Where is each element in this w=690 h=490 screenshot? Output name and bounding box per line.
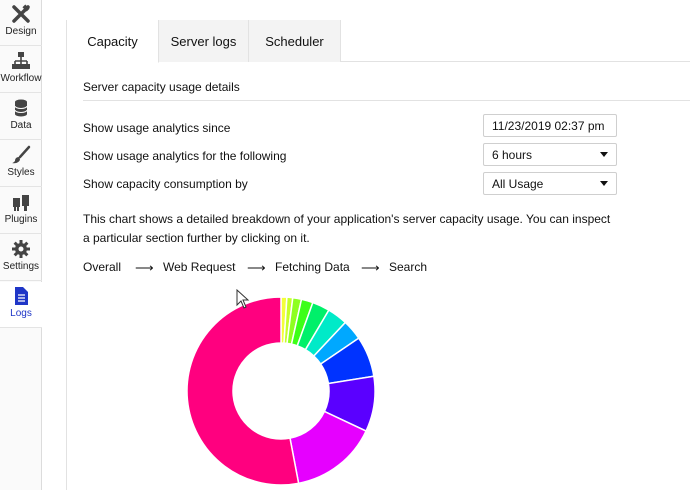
- tab-bar: Capacity Server logs Scheduler: [67, 20, 690, 63]
- chevron-down-icon: [600, 181, 608, 186]
- since-date-input[interactable]: 11/23/2019 02:37 pm: [483, 114, 617, 137]
- breadcrumb-item-web-request[interactable]: Web Request: [163, 260, 236, 274]
- divider: [83, 100, 690, 101]
- since-label: Show usage analytics since: [83, 121, 231, 135]
- sidebar-item-workflow[interactable]: Workflow: [0, 47, 42, 93]
- sidebar-item-logs[interactable]: Logs: [0, 282, 42, 328]
- chevron-down-icon: [600, 152, 608, 157]
- workflow-icon: [11, 51, 31, 71]
- breadcrumb-item-search[interactable]: Search: [389, 260, 428, 274]
- period-label: Show usage analytics for the following: [83, 149, 287, 163]
- gear-icon: [11, 239, 31, 259]
- sidebar-item-styles[interactable]: Styles: [0, 141, 42, 187]
- consumption-select[interactable]: All Usage: [483, 172, 617, 195]
- consumption-select-value: All Usage: [492, 176, 544, 191]
- breadcrumb-item-fetching-data[interactable]: Fetching Data: [275, 260, 350, 274]
- brush-icon: [11, 145, 31, 165]
- sidebar-item-label: Workflow: [0, 73, 42, 84]
- donut-svg: [186, 296, 376, 486]
- capacity-panel: Capacity Server logs Scheduler Server ca…: [66, 20, 690, 490]
- donut-slice[interactable]: [186, 296, 300, 486]
- sidebar: Design Workflow Data Styles Plugins Sett…: [0, 0, 42, 490]
- sidebar-item-label: Logs: [10, 308, 32, 319]
- breadcrumb-separator: ⟶: [361, 260, 380, 275]
- sidebar-item-label: Styles: [7, 167, 35, 178]
- sidebar-item-settings[interactable]: Settings: [0, 235, 42, 281]
- tab-server-logs[interactable]: Server logs: [159, 20, 249, 62]
- breadcrumb-separator: ⟶: [247, 260, 266, 275]
- sidebar-item-label: Settings: [2, 261, 40, 272]
- document-icon: [11, 286, 31, 306]
- capacity-donut-chart: [186, 296, 376, 486]
- period-select-value: 6 hours: [492, 147, 533, 162]
- design-tools-icon: [11, 4, 31, 24]
- sidebar-item-label: Data: [10, 120, 32, 131]
- tab-capacity[interactable]: Capacity: [67, 20, 159, 63]
- breadcrumb-separator: ⟶: [135, 260, 154, 275]
- consumption-label: Show capacity consumption by: [83, 177, 248, 191]
- tab-scheduler[interactable]: Scheduler: [249, 20, 341, 62]
- sidebar-item-data[interactable]: Data: [0, 94, 42, 140]
- mouse-cursor-icon: [236, 289, 250, 309]
- sidebar-item-design[interactable]: Design: [0, 0, 42, 46]
- sidebar-item-label: Plugins: [4, 214, 38, 225]
- breadcrumb-item-overall[interactable]: Overall: [83, 260, 122, 274]
- sidebar-item-plugins[interactable]: Plugins: [0, 188, 42, 234]
- period-select[interactable]: 6 hours: [483, 143, 617, 166]
- sidebar-item-label: Design: [5, 26, 37, 37]
- database-icon: [11, 98, 31, 118]
- chart-description: This chart shows a detailed breakdown of…: [83, 212, 611, 245]
- section-title: Server capacity usage details: [83, 80, 240, 94]
- plug-icon: [11, 192, 31, 212]
